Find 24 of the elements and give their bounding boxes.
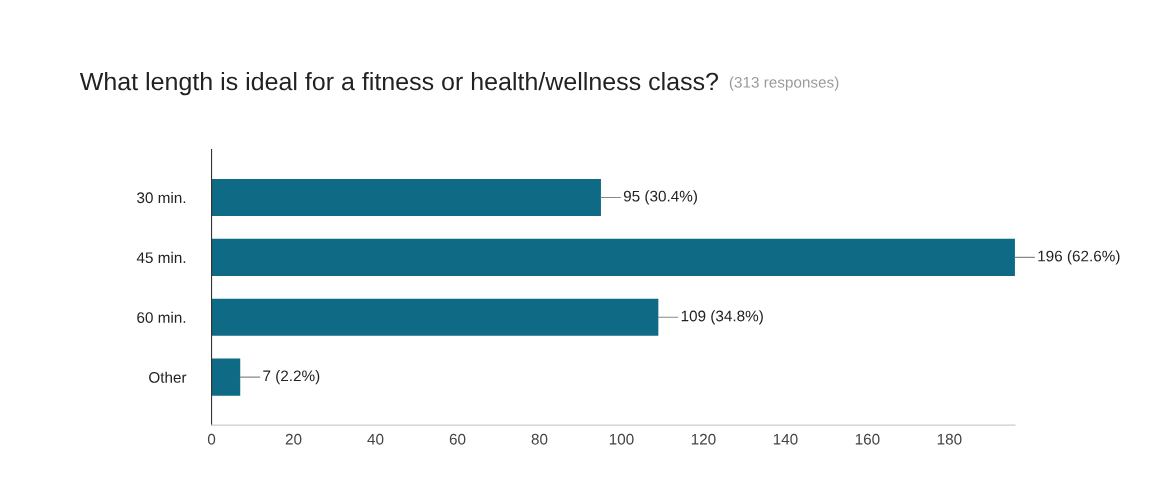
y-tick-label: Other [149, 371, 187, 383]
x-tick-label: 40 [367, 433, 384, 445]
bar [211, 238, 1015, 276]
bar [211, 358, 241, 396]
data-label: 95 (30.4%) [623, 190, 697, 205]
chart-subtitle: (313 responses) [729, 76, 839, 91]
x-tick-label: 140 [773, 433, 798, 445]
x-tick-label: 100 [609, 433, 634, 445]
y-tick-label: 45 min. [136, 251, 186, 264]
y-tick-label: 30 min. [137, 191, 186, 204]
chart-title: What length is ideal for a fitness or health/wellness class? [79, 71, 719, 96]
x-tick-label: 180 [937, 433, 962, 445]
bar [211, 178, 601, 217]
y-tick-label: 60 min. [137, 311, 186, 323]
x-tick-label: 20 [285, 433, 302, 445]
data-label: 109 (34.8%) [681, 310, 763, 325]
x-tick-label: 160 [855, 433, 880, 445]
x-tick-label: 120 [691, 433, 716, 445]
data-label: 196 (62.6%) [1038, 250, 1120, 265]
x-tick-label: 0 [207, 433, 216, 445]
x-tick-label: 80 [531, 433, 548, 445]
x-tick-label: 60 [449, 433, 466, 445]
bar [211, 298, 659, 336]
data-label: 7 (2.2%) [263, 370, 320, 385]
